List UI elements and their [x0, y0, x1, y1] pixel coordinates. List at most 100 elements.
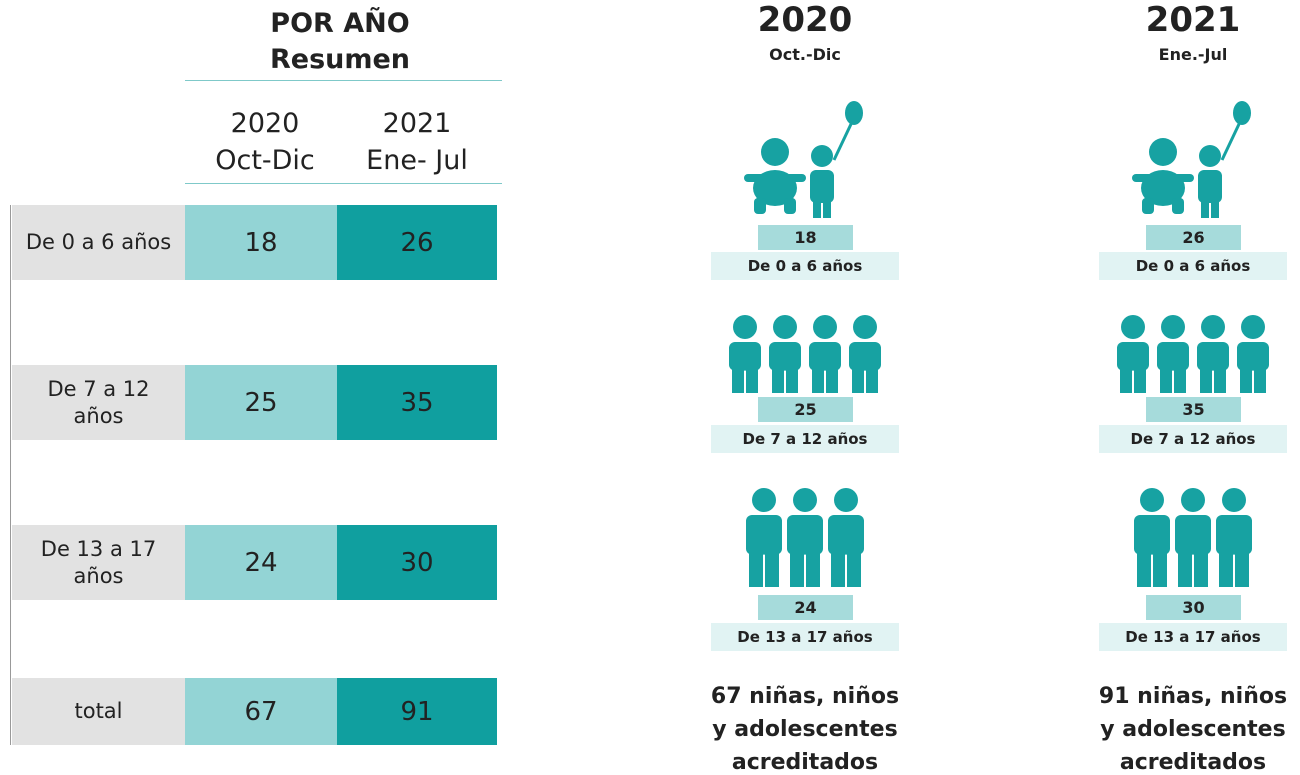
- icon-part: [810, 170, 834, 203]
- icon-part: [746, 368, 758, 393]
- icon: [1117, 315, 1269, 393]
- group-label: De 13 a 17 años: [1099, 623, 1287, 651]
- panel-year: 2020: [757, 0, 853, 40]
- cell-2020: 18: [185, 205, 337, 280]
- icon-part: [1134, 368, 1146, 393]
- table-title: POR AÑO: [270, 8, 410, 39]
- icon-part: [832, 121, 854, 161]
- side-rule: [10, 205, 11, 745]
- icon-part: [1178, 551, 1192, 587]
- summary-line: 67 niñas, niños: [710, 684, 900, 709]
- icon-part: [847, 551, 861, 587]
- cell-2021: 26: [337, 205, 497, 280]
- group-value: 35: [1146, 397, 1241, 422]
- icon-part: [1161, 315, 1185, 339]
- icon-part: [733, 315, 757, 339]
- column-period: Oct-Dic: [215, 145, 315, 176]
- column-year: 2021: [382, 108, 452, 139]
- group-label: De 0 a 6 años: [1099, 252, 1287, 280]
- icon-part: [1172, 198, 1184, 214]
- cell-2021: 91: [337, 678, 497, 745]
- icon-part: [1211, 200, 1219, 218]
- group-value: 18: [758, 225, 853, 250]
- column-period: Ene- Jul: [366, 145, 468, 176]
- icon-part: [786, 368, 798, 393]
- icon-part: [813, 315, 837, 339]
- group-label: De 7 a 12 años: [1099, 425, 1287, 453]
- icon-part: [1132, 174, 1194, 182]
- summary-line: acreditados: [1119, 750, 1267, 775]
- panel-period: Oct.-Dic: [769, 45, 841, 64]
- icon-part: [1160, 368, 1172, 393]
- icon-part: [828, 515, 864, 555]
- icon-part: [1137, 551, 1151, 587]
- icon-part: [852, 368, 864, 393]
- icon-part: [1121, 315, 1145, 339]
- icon-part: [1254, 368, 1266, 393]
- icon-part: [793, 488, 817, 512]
- icon-part: [831, 551, 845, 587]
- icon-part: [1216, 515, 1252, 555]
- icon: [746, 488, 864, 587]
- panel-year: 2021: [1145, 0, 1241, 40]
- icon-part: [1197, 342, 1229, 371]
- icon-part: [813, 200, 821, 218]
- icon-part: [1149, 138, 1177, 166]
- group-label: De 7 a 12 años: [711, 425, 899, 453]
- icon: [744, 101, 863, 218]
- icon-part: [772, 368, 784, 393]
- icon-part: [1117, 342, 1149, 371]
- summary-line: 91 niñas, niños: [1098, 684, 1288, 709]
- header-rule: [185, 183, 502, 184]
- icon-part: [1220, 121, 1242, 161]
- icon-part: [761, 138, 789, 166]
- icon-part: [826, 368, 838, 393]
- icon-part: [1174, 368, 1186, 393]
- summary-line: y adolescentes: [1100, 717, 1286, 742]
- cell-2020: 67: [185, 678, 337, 745]
- title-rule: [185, 80, 502, 81]
- icon-part: [1240, 368, 1252, 393]
- icon-part: [845, 101, 863, 125]
- icon-part: [823, 200, 831, 218]
- icon-part: [849, 342, 881, 371]
- icon-part: [809, 342, 841, 371]
- icon-part: [1140, 488, 1164, 512]
- icon-part: [729, 342, 761, 371]
- icon-part: [784, 198, 796, 214]
- icon-part: [1157, 342, 1189, 371]
- icon-part: [1198, 170, 1222, 203]
- icon-part: [806, 551, 820, 587]
- icon-part: [1194, 551, 1208, 587]
- icon-part: [1233, 101, 1251, 125]
- icon-part: [1201, 315, 1225, 339]
- summary-line: acreditados: [731, 750, 879, 775]
- group-label: De 0 a 6 años: [711, 252, 899, 280]
- icon: [729, 315, 881, 393]
- icon-part: [1235, 551, 1249, 587]
- row-label: De 7 a 12 años: [12, 365, 185, 440]
- icon-part: [1142, 198, 1154, 214]
- icon-part: [773, 315, 797, 339]
- icon-part: [1120, 368, 1132, 393]
- icon-part: [769, 342, 801, 371]
- table-subtitle: Resumen: [269, 44, 411, 75]
- group-value: 24: [758, 595, 853, 620]
- column-year: 2020: [230, 108, 300, 139]
- icon-part: [752, 488, 776, 512]
- icon-part: [866, 368, 878, 393]
- icon: [1132, 101, 1251, 218]
- cell-2021: 30: [337, 525, 497, 600]
- icon-part: [754, 198, 766, 214]
- icon-part: [1134, 515, 1170, 555]
- row-label: De 13 a 17 años: [12, 525, 185, 600]
- row-label: total: [12, 678, 185, 745]
- icon-part: [1241, 315, 1265, 339]
- cell-2021: 35: [337, 365, 497, 440]
- icon-part: [811, 145, 833, 167]
- icon-part: [732, 368, 744, 393]
- icon-part: [1153, 551, 1167, 587]
- icon-part: [1214, 368, 1226, 393]
- panel-period: Ene.-Jul: [1158, 45, 1228, 64]
